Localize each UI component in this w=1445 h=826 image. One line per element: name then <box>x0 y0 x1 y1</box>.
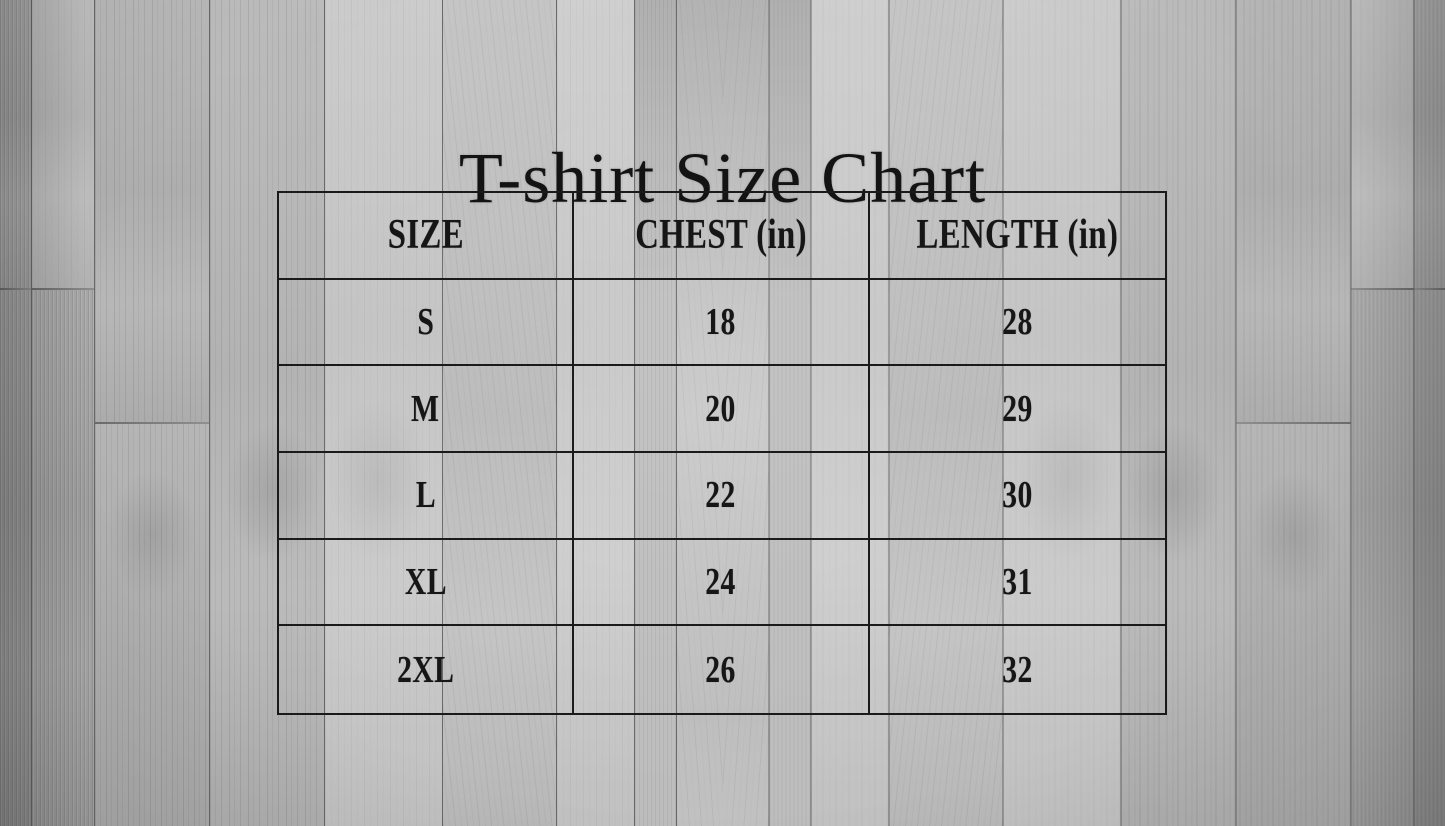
plank-seam <box>32 288 94 290</box>
length-cell: 31 <box>869 540 1165 627</box>
plank-seam <box>95 422 209 424</box>
wood-plank <box>677 0 723 826</box>
wood-plank <box>32 0 95 826</box>
wood-plank <box>1350 0 1413 826</box>
size-chart-table: SIZE CHEST (in) LENGTH (in) S 18 28 M 20… <box>277 191 1167 715</box>
wood-plank <box>1413 0 1445 826</box>
column-header-size: SIZE <box>279 193 575 280</box>
wood-plank <box>325 0 443 826</box>
size-cell: L <box>279 452 575 540</box>
chest-cell: 18 <box>574 279 870 367</box>
size-cell: S <box>279 279 575 367</box>
wood-plank <box>635 0 677 826</box>
length-cell: 29 <box>869 366 1165 453</box>
size-cell: XL <box>279 539 575 627</box>
wood-plank <box>0 0 32 826</box>
wood-plank <box>557 0 635 826</box>
page-title: T-shirt Size Chart <box>458 138 987 219</box>
column-header-label: SIZE <box>387 212 464 259</box>
wood-plank <box>1235 0 1350 826</box>
column-header-chest: CHEST (in) <box>574 193 870 280</box>
length-cell: 28 <box>869 280 1165 367</box>
chest-cell: 20 <box>574 366 870 453</box>
size-cell: M <box>279 366 575 453</box>
column-header-length: LENGTH (in) <box>869 193 1165 280</box>
chest-cell: 22 <box>574 452 870 540</box>
column-header-label: CHEST (in) <box>635 212 807 259</box>
chest-cell: 24 <box>574 539 870 627</box>
length-cell: 30 <box>869 453 1165 540</box>
wood-plank <box>95 0 210 826</box>
plank-seam <box>0 288 31 290</box>
size-cell: 2XL <box>279 626 575 713</box>
chest-cell: 26 <box>574 626 870 713</box>
column-header-label: LENGTH (in) <box>916 212 1119 259</box>
wood-plank <box>443 0 557 826</box>
wood-background-left <box>0 0 723 826</box>
wood-plank <box>210 0 325 826</box>
length-cell: 32 <box>1002 648 1033 691</box>
